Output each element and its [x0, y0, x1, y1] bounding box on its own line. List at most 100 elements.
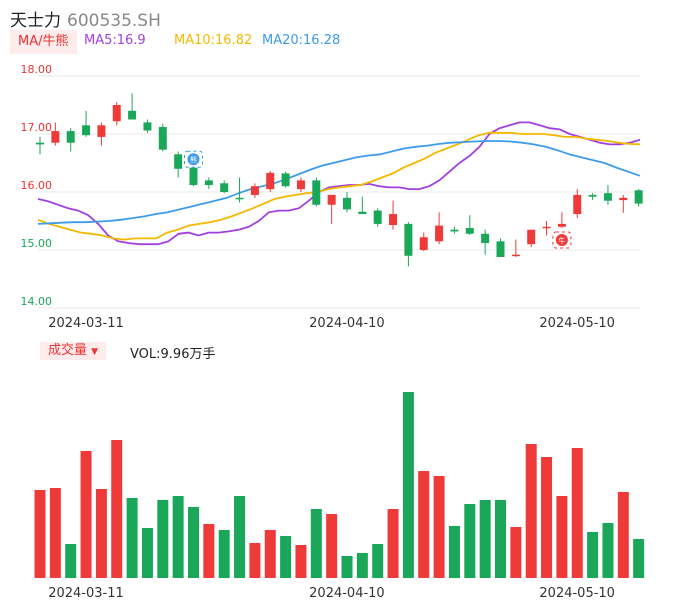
volume-indicator-tab[interactable]: 成交量 ▼ — [40, 342, 107, 360]
ma10-value: MA10:16.82 — [174, 33, 253, 48]
ma20-value: MA20:16.28 — [262, 33, 341, 48]
candle-body — [358, 211, 367, 215]
volume-bar — [525, 444, 537, 578]
stock-name: 天士力 — [10, 11, 61, 31]
y-tick-label: 16.00 — [21, 179, 53, 192]
candle-body — [634, 190, 643, 204]
candle-body — [281, 173, 290, 187]
ma-line-ma10 — [37, 131, 641, 241]
candle-body — [419, 237, 428, 250]
volume-bar — [633, 539, 645, 578]
candle-body — [619, 197, 628, 201]
candle-body — [511, 254, 520, 257]
candle-body — [603, 193, 612, 201]
volume-bar — [356, 553, 368, 578]
candle-body — [204, 180, 213, 186]
candle-body — [404, 223, 413, 256]
volume-bar — [602, 523, 614, 578]
volume-bar — [157, 500, 169, 578]
candle-body — [235, 197, 244, 200]
stock-code: 600535.SH — [67, 11, 161, 31]
volume-bar — [479, 500, 491, 578]
x-tick-label: 2024-03-11 — [48, 316, 124, 331]
volume-value: VOL:9.96万手 — [130, 347, 216, 362]
candle-body — [435, 225, 444, 242]
volume-bar — [326, 514, 338, 578]
x-tick-label: 2024-05-10 — [539, 316, 615, 331]
volume-bar — [203, 524, 215, 578]
candle-body — [496, 241, 505, 257]
candle-body — [220, 183, 229, 192]
candle-body — [112, 105, 121, 122]
candle-body — [174, 154, 183, 169]
ma-line-ma20 — [37, 140, 641, 225]
volume-bar — [387, 509, 399, 578]
x-tick-label: 2024-05-10 — [539, 586, 615, 601]
candle-body — [266, 172, 275, 190]
volume-bar — [264, 530, 276, 578]
signal-marker-badge — [187, 153, 200, 166]
candle-body — [327, 194, 336, 205]
candle-body — [51, 131, 60, 143]
volume-tab-label: 成交量 — [48, 343, 88, 358]
volume-bar — [65, 544, 77, 578]
volume-bar — [433, 476, 445, 578]
volume-bar — [188, 507, 199, 578]
signal-marker-badge — [555, 233, 568, 246]
volume-bar — [234, 496, 246, 578]
volume-bar — [80, 451, 92, 578]
x-tick-label: 2024-04-10 — [309, 586, 385, 601]
candle-body — [158, 127, 167, 150]
volume-bar — [464, 504, 476, 578]
y-tick-label: 14.00 — [21, 295, 53, 308]
volume-bar — [541, 457, 553, 578]
volume-bar — [280, 536, 292, 578]
candle-body — [527, 229, 536, 245]
volume-bar — [111, 440, 123, 578]
ma-indicator-tab[interactable]: MA/牛熊 — [10, 30, 77, 54]
signal-marker-text: 熊 — [190, 155, 197, 164]
volume-bar — [510, 527, 522, 578]
volume-bar — [249, 543, 261, 578]
ma5-value: MA5:16.9 — [84, 33, 146, 48]
candle-body — [450, 229, 459, 232]
candle-body — [373, 210, 382, 224]
candle-body — [542, 226, 551, 229]
volume-bar — [341, 556, 353, 578]
volume-bar — [495, 500, 506, 578]
volume-bar — [402, 392, 414, 578]
volume-bar — [172, 496, 184, 578]
candle-body — [143, 122, 152, 131]
volume-bar — [141, 528, 153, 578]
volume-bar — [617, 492, 629, 578]
candle-body — [557, 223, 566, 227]
candle-body — [573, 194, 582, 215]
y-tick-label: 15.00 — [21, 237, 53, 250]
y-tick-label: 17.00 — [21, 121, 53, 134]
candle-body — [36, 142, 44, 145]
volume-bar — [418, 471, 430, 578]
candle-body — [82, 125, 91, 136]
x-tick-label: 2024-03-11 — [48, 586, 124, 601]
volume-bar — [218, 530, 230, 578]
x-tick-label: 2024-04-10 — [309, 316, 385, 331]
candle-body — [128, 110, 137, 120]
candle-body — [343, 197, 351, 210]
volume-bar — [49, 488, 61, 578]
candle-body — [389, 214, 398, 226]
volume-bar — [372, 544, 384, 578]
volume-bar — [448, 526, 460, 578]
volume-bar — [310, 509, 322, 578]
chevron-down-icon: ▼ — [91, 347, 99, 357]
candle-body — [66, 131, 75, 143]
candle-body — [312, 180, 321, 205]
stock-title: 天士力 600535.SH — [10, 6, 161, 31]
candle-body — [481, 233, 490, 244]
signal-marker-text: 牛 — [558, 236, 565, 245]
volume-bar — [34, 490, 46, 578]
candle-body — [97, 125, 106, 137]
ma-line-ma5 — [37, 121, 641, 246]
candle-body — [189, 167, 198, 186]
candle-body — [588, 194, 597, 197]
